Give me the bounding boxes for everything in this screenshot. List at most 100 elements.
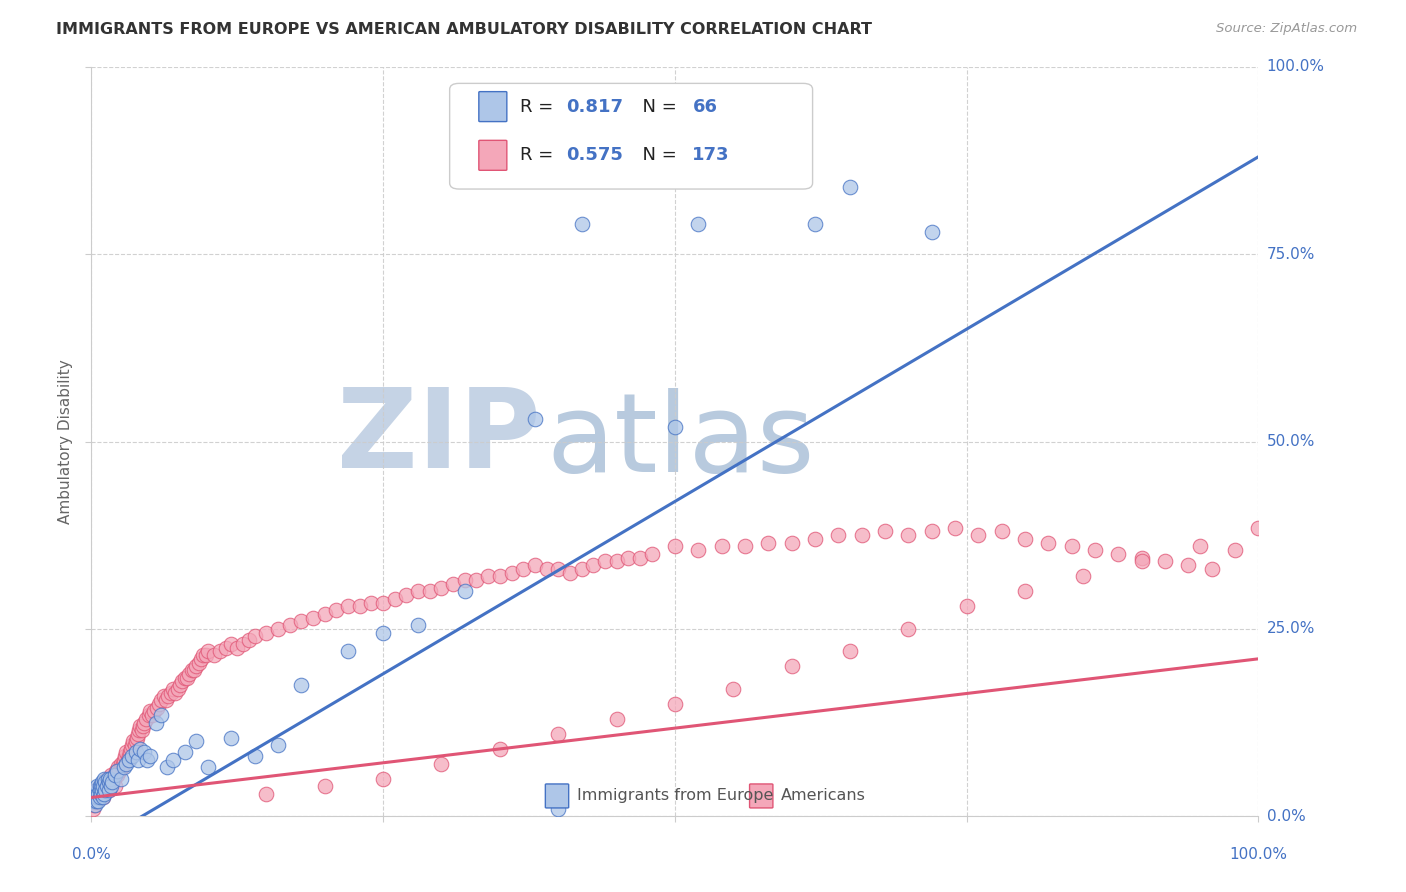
Point: [96, 772, 118, 786]
Point: [688, 543, 710, 558]
Point: [91, 779, 114, 793]
Point: [83, 794, 105, 808]
Text: atlas: atlas: [547, 388, 815, 495]
Point: [172, 674, 194, 689]
Point: [1154, 554, 1177, 568]
Point: [86, 779, 108, 793]
Point: [89, 779, 111, 793]
Point: [183, 663, 205, 677]
Point: [162, 681, 184, 696]
Point: [267, 738, 290, 752]
Point: [921, 524, 943, 539]
Text: N =: N =: [630, 97, 682, 116]
Point: [454, 573, 477, 587]
Point: [87, 790, 110, 805]
Point: [107, 760, 129, 774]
Point: [93, 787, 115, 801]
Point: [84, 783, 107, 797]
Point: [86, 794, 108, 808]
Point: [897, 622, 920, 636]
Point: [100, 779, 122, 793]
Point: [87, 783, 110, 797]
Point: [193, 648, 215, 662]
Point: [84, 794, 107, 808]
Text: Immigrants from Europe: Immigrants from Europe: [576, 789, 773, 804]
Point: [131, 723, 153, 737]
Text: 0.817: 0.817: [567, 97, 623, 116]
Point: [118, 746, 141, 760]
Point: [90, 779, 112, 793]
Point: [1130, 554, 1153, 568]
Text: 75.0%: 75.0%: [1267, 247, 1315, 261]
Text: 0.0%: 0.0%: [72, 847, 111, 862]
Point: [83, 797, 105, 812]
Point: [110, 756, 132, 771]
Point: [141, 708, 163, 723]
Text: 25.0%: 25.0%: [1267, 622, 1315, 636]
Point: [176, 671, 198, 685]
Point: [100, 768, 122, 782]
Point: [1130, 550, 1153, 565]
Point: [851, 528, 873, 542]
Point: [838, 179, 860, 194]
Point: [430, 756, 453, 771]
FancyBboxPatch shape: [450, 83, 813, 189]
Point: [190, 652, 212, 666]
Point: [179, 666, 201, 681]
Text: ZIP: ZIP: [337, 384, 541, 491]
Point: [186, 734, 208, 748]
Point: [111, 756, 134, 771]
Point: [1038, 535, 1060, 549]
Point: [547, 562, 569, 576]
Point: [121, 749, 143, 764]
Point: [956, 599, 979, 614]
Point: [125, 731, 148, 745]
Point: [125, 734, 148, 748]
Point: [136, 753, 159, 767]
Point: [430, 581, 453, 595]
Point: [97, 783, 120, 797]
Point: [371, 772, 394, 786]
Text: Source: ZipAtlas.com: Source: ZipAtlas.com: [1216, 22, 1357, 36]
Point: [90, 790, 112, 805]
Point: [83, 790, 105, 805]
Point: [1073, 569, 1095, 583]
Point: [723, 681, 745, 696]
Point: [132, 719, 155, 733]
Point: [89, 783, 111, 797]
Point: [512, 562, 534, 576]
Point: [90, 779, 112, 793]
Point: [128, 723, 150, 737]
Point: [780, 659, 803, 673]
Point: [173, 671, 195, 685]
Point: [148, 697, 170, 711]
Text: 0.575: 0.575: [567, 146, 623, 164]
Point: [1084, 543, 1107, 558]
Point: [127, 727, 149, 741]
Point: [90, 787, 112, 801]
Point: [897, 528, 920, 542]
Point: [91, 790, 114, 805]
Point: [86, 790, 108, 805]
Point: [243, 749, 266, 764]
Point: [105, 764, 128, 779]
Point: [89, 787, 111, 801]
Point: [547, 727, 569, 741]
Point: [606, 554, 628, 568]
Point: [93, 775, 115, 789]
Point: [187, 656, 209, 670]
Point: [202, 648, 225, 662]
Point: [112, 760, 135, 774]
Point: [94, 783, 117, 797]
FancyBboxPatch shape: [479, 140, 506, 170]
Point: [82, 794, 104, 808]
Point: [97, 775, 120, 789]
Point: [129, 741, 152, 756]
Point: [166, 681, 188, 696]
Point: [290, 615, 312, 629]
Point: [1107, 547, 1129, 561]
Point: [314, 779, 336, 793]
Point: [90, 783, 112, 797]
Point: [489, 741, 512, 756]
Text: Americans: Americans: [782, 789, 866, 804]
